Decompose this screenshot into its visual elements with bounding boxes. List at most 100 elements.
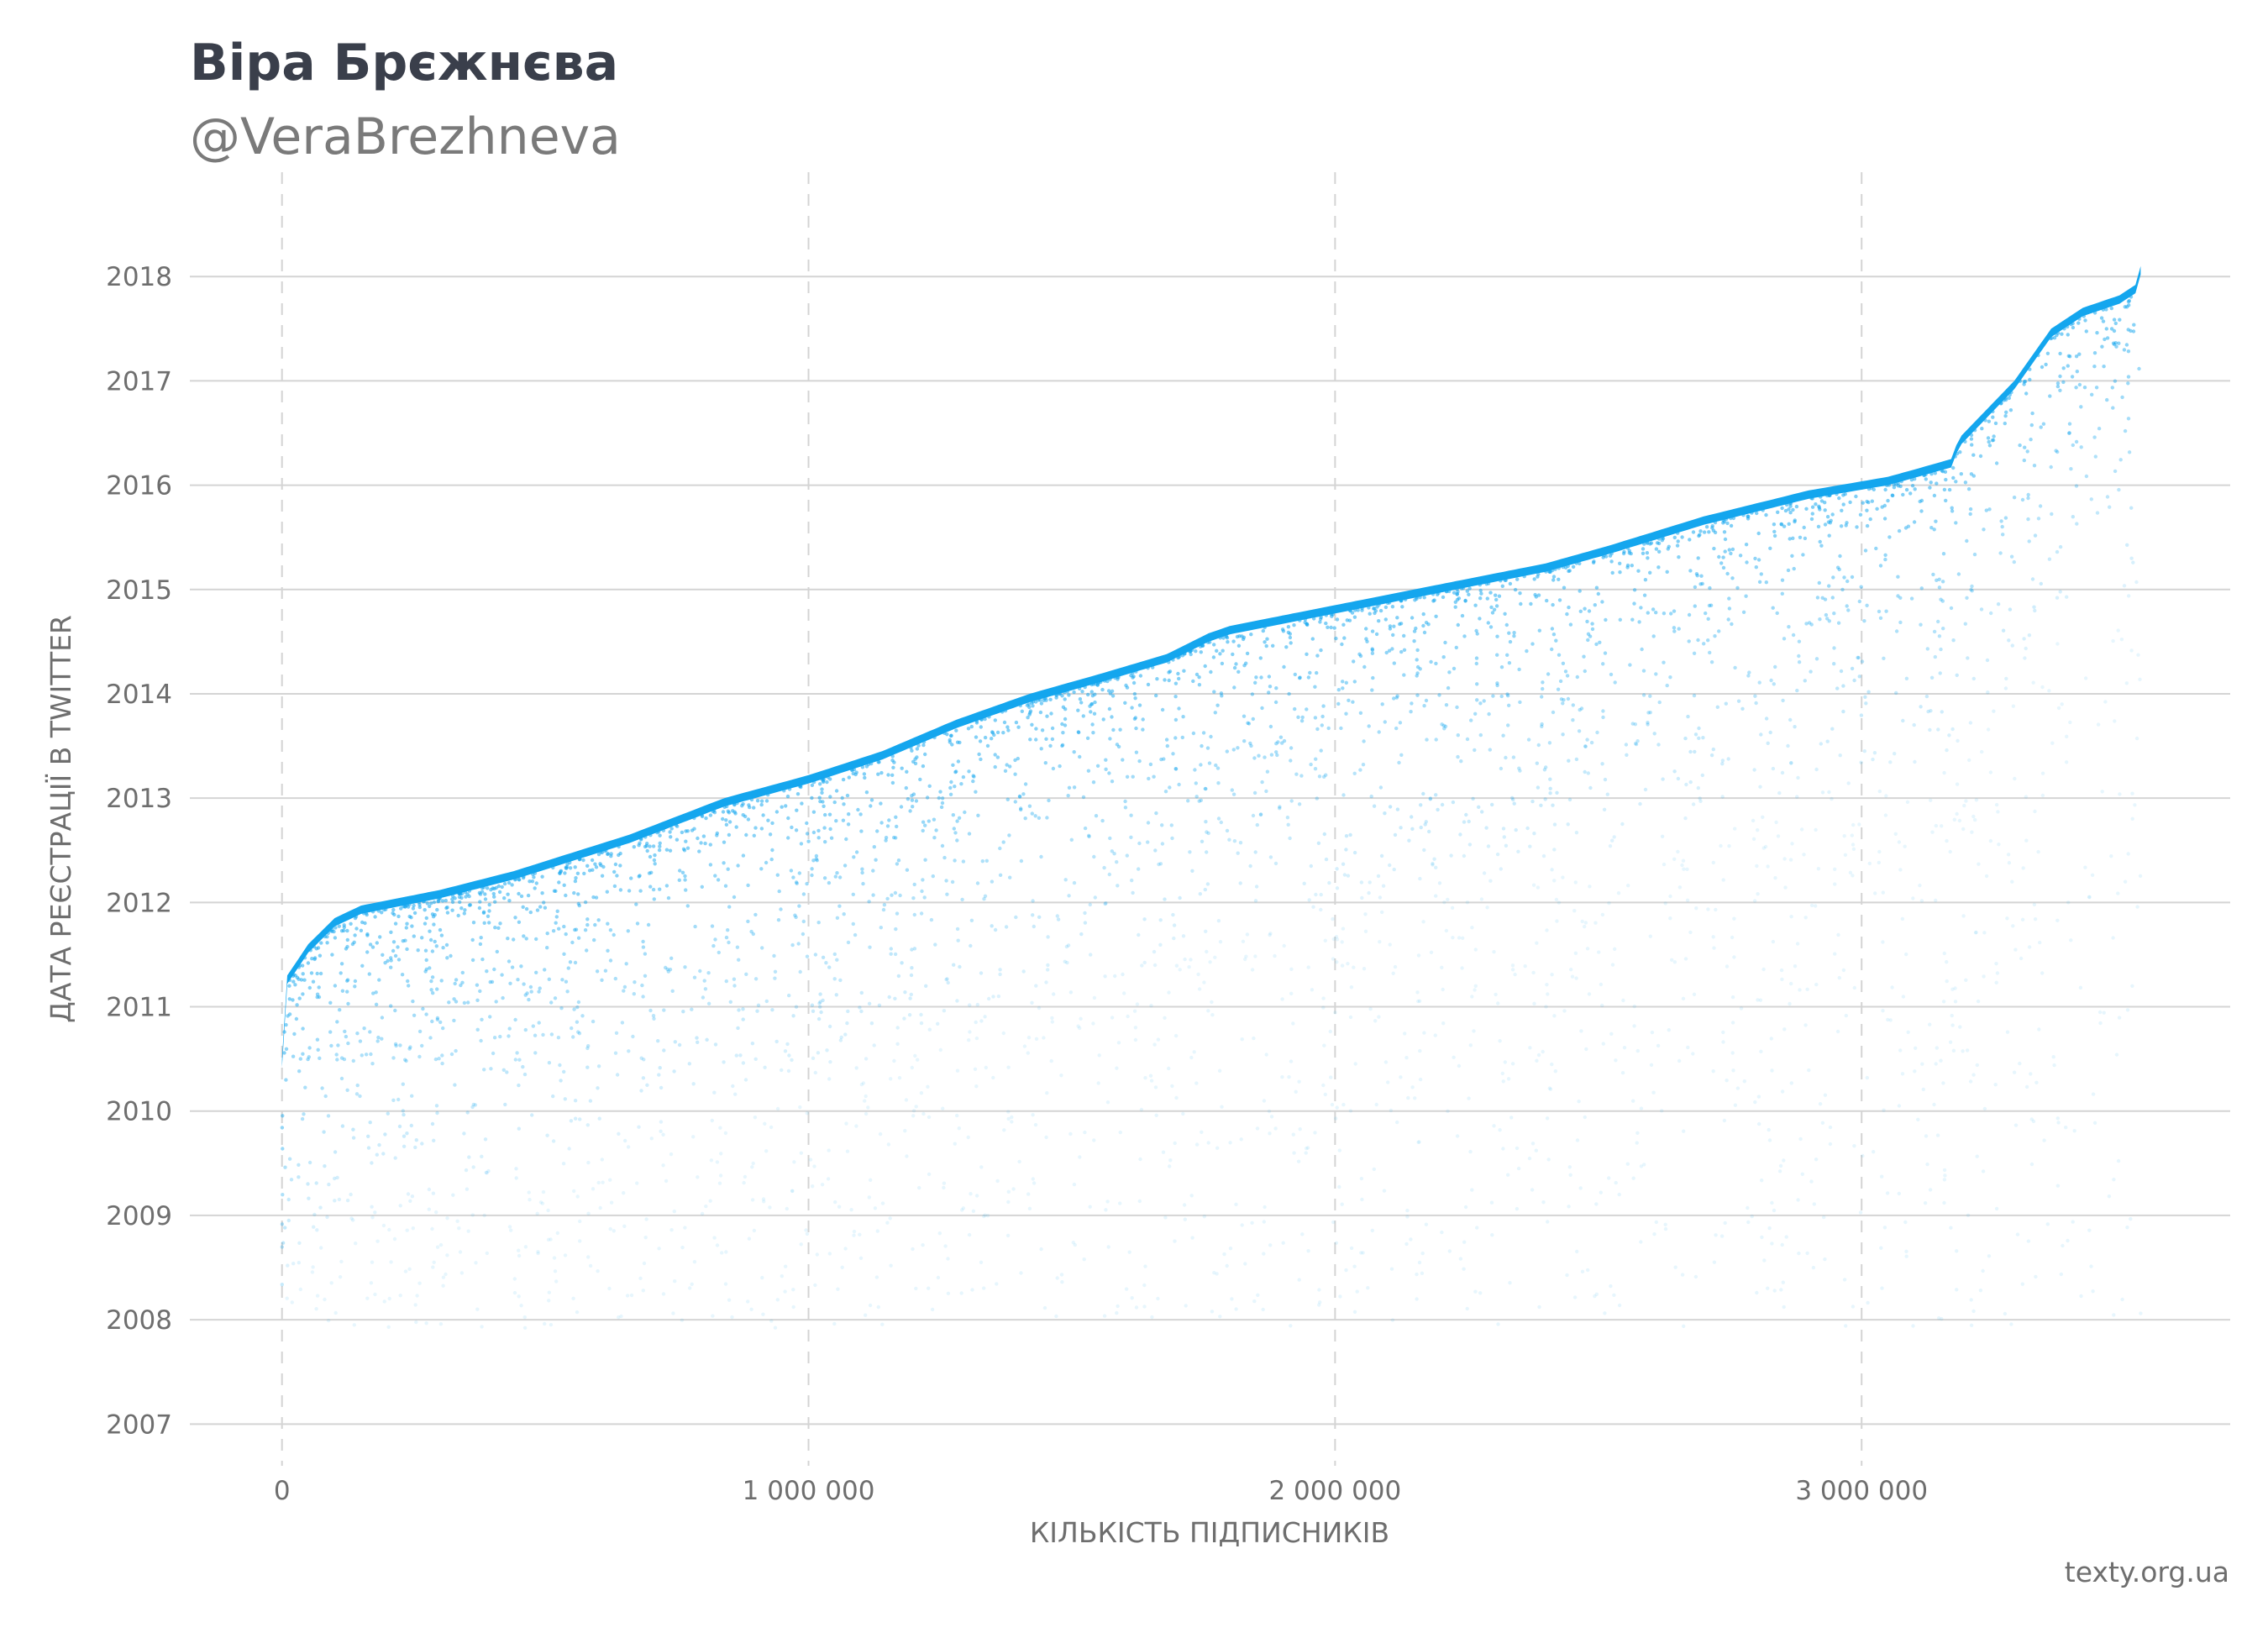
follower-point <box>1797 1251 1801 1256</box>
follower-point <box>657 1247 661 1251</box>
follower-point <box>902 1016 906 1021</box>
follower-point <box>1400 605 1404 609</box>
follower-point <box>1313 1131 1317 1135</box>
follower-point <box>723 884 728 888</box>
follower-point <box>1031 913 1035 917</box>
follower-point <box>690 1282 694 1287</box>
follower-point <box>1344 711 1348 716</box>
follower-point <box>975 1002 980 1007</box>
follower-point <box>722 840 727 844</box>
follower-point <box>1359 1251 1363 1255</box>
follower-point <box>953 831 958 835</box>
follower-point <box>1363 929 1368 934</box>
follower-point <box>1204 929 1208 934</box>
follower-point <box>1215 703 1220 707</box>
follower-point <box>1814 767 1819 772</box>
follower-point <box>1225 828 1230 833</box>
follower-point <box>1005 763 1009 767</box>
follower-point <box>1441 987 1445 992</box>
follower-point <box>824 961 828 965</box>
follower-point <box>1809 517 1814 522</box>
follower-point <box>434 944 438 948</box>
follower-point <box>967 1038 971 1042</box>
follower-point <box>1105 1100 1110 1105</box>
follower-point <box>944 977 948 982</box>
follower-point <box>863 1099 867 1103</box>
follower-point <box>2138 874 2143 879</box>
follower-point <box>1123 806 1128 810</box>
follower-point <box>470 958 475 963</box>
follower-point <box>732 984 737 988</box>
follower-point <box>403 938 407 942</box>
follower-point <box>2020 497 2025 502</box>
follower-point <box>1442 900 1446 905</box>
follower-point <box>428 904 432 909</box>
follower-point <box>961 774 966 780</box>
follower-point <box>1297 1079 1301 1084</box>
follower-point <box>721 810 726 814</box>
follower-point <box>727 820 732 824</box>
follower-point <box>649 1137 654 1141</box>
follower-point <box>533 886 537 890</box>
follower-point <box>2129 648 2134 653</box>
follower-point <box>1954 480 1958 484</box>
follower-point <box>1937 634 1942 638</box>
follower-point <box>1798 535 1803 539</box>
follower-point <box>2060 332 2064 336</box>
follower-point <box>2120 395 2124 400</box>
follower-point <box>1066 794 1070 798</box>
follower-point <box>1388 627 1393 631</box>
follower-point <box>2056 706 2061 711</box>
follower-point <box>1462 853 1467 858</box>
follower-point <box>420 936 424 940</box>
follower-point <box>1510 963 1515 968</box>
follower-point <box>2108 505 2112 509</box>
follower-point <box>2055 1116 2060 1121</box>
follower-point <box>596 1086 600 1090</box>
follower-point <box>971 1209 976 1214</box>
follower-point <box>764 799 769 803</box>
follower-point <box>1306 1249 1310 1253</box>
follower-point <box>1488 625 1494 629</box>
follower-point <box>1731 1068 1735 1073</box>
follower-point <box>1841 493 1845 497</box>
follower-point <box>820 790 824 795</box>
follower-point <box>1698 796 1702 801</box>
follower-point <box>842 912 846 916</box>
follower-point <box>904 1098 909 1102</box>
follower-point <box>1955 1288 1959 1292</box>
follower-point <box>345 979 349 983</box>
follower-point <box>582 871 586 876</box>
follower-point <box>859 829 864 833</box>
follower-point <box>1380 702 1384 706</box>
follower-point <box>1968 721 1973 725</box>
follower-point <box>921 828 925 833</box>
follower-point <box>1532 577 1536 581</box>
follower-point <box>512 1277 517 1281</box>
follower-point <box>1683 816 1688 821</box>
follower-point <box>1140 963 1144 968</box>
follower-point <box>1988 838 1993 843</box>
follower-point <box>594 865 599 869</box>
follower-point <box>402 1144 407 1149</box>
follower-point <box>1368 1006 1373 1011</box>
follower-point <box>1126 1014 1130 1019</box>
follower-point <box>311 979 316 984</box>
follower-point <box>445 911 450 915</box>
follower-point <box>770 1008 774 1012</box>
follower-point <box>911 792 916 796</box>
follower-point <box>1090 722 1095 727</box>
follower-point <box>575 871 580 876</box>
follower-point <box>835 916 840 921</box>
follower-point <box>1248 864 1252 869</box>
follower-point <box>799 1151 803 1155</box>
follower-point <box>547 1061 552 1065</box>
follower-point <box>1893 482 1898 486</box>
follower-point <box>813 1283 817 1288</box>
follower-point <box>2066 364 2070 368</box>
follower-point <box>1851 1305 1856 1309</box>
follower-point <box>1486 844 1491 848</box>
follower-point <box>942 1181 947 1185</box>
follower-point <box>1361 1251 1365 1255</box>
